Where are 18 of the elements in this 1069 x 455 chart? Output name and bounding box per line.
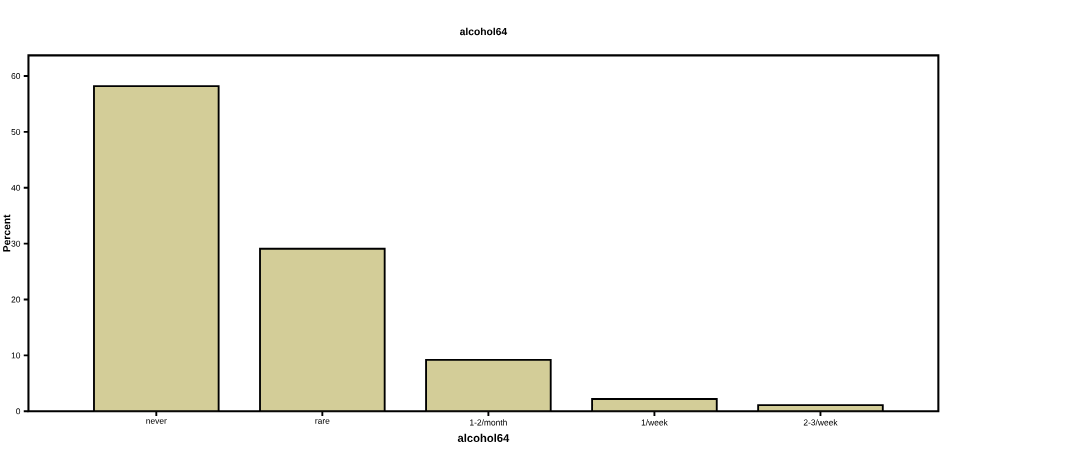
y-tick-label: 40 — [11, 184, 21, 191]
x-tick-label: 1-2/month — [470, 419, 507, 426]
x-tick-label: never — [146, 419, 167, 424]
bar — [93, 84, 220, 412]
bar — [425, 358, 552, 412]
y-tick-label: 60 — [11, 72, 21, 79]
y-axis-title: Percent — [3, 214, 11, 252]
y-tick-label: 30 — [11, 240, 21, 247]
x-tick-label: 2-3/week — [803, 419, 838, 426]
chart-title: alcohol64 — [459, 27, 508, 35]
x-tick-label: 1/week — [641, 419, 668, 426]
x-axis-title: alcohol64 — [457, 433, 510, 442]
x-tick-label: rare — [315, 419, 330, 424]
y-tick-label: 50 — [11, 128, 21, 135]
y-tick-label: 10 — [11, 352, 21, 359]
bar — [260, 248, 385, 412]
y-tick-label: 20 — [11, 296, 21, 303]
y-tick-label: 0 — [16, 408, 21, 415]
